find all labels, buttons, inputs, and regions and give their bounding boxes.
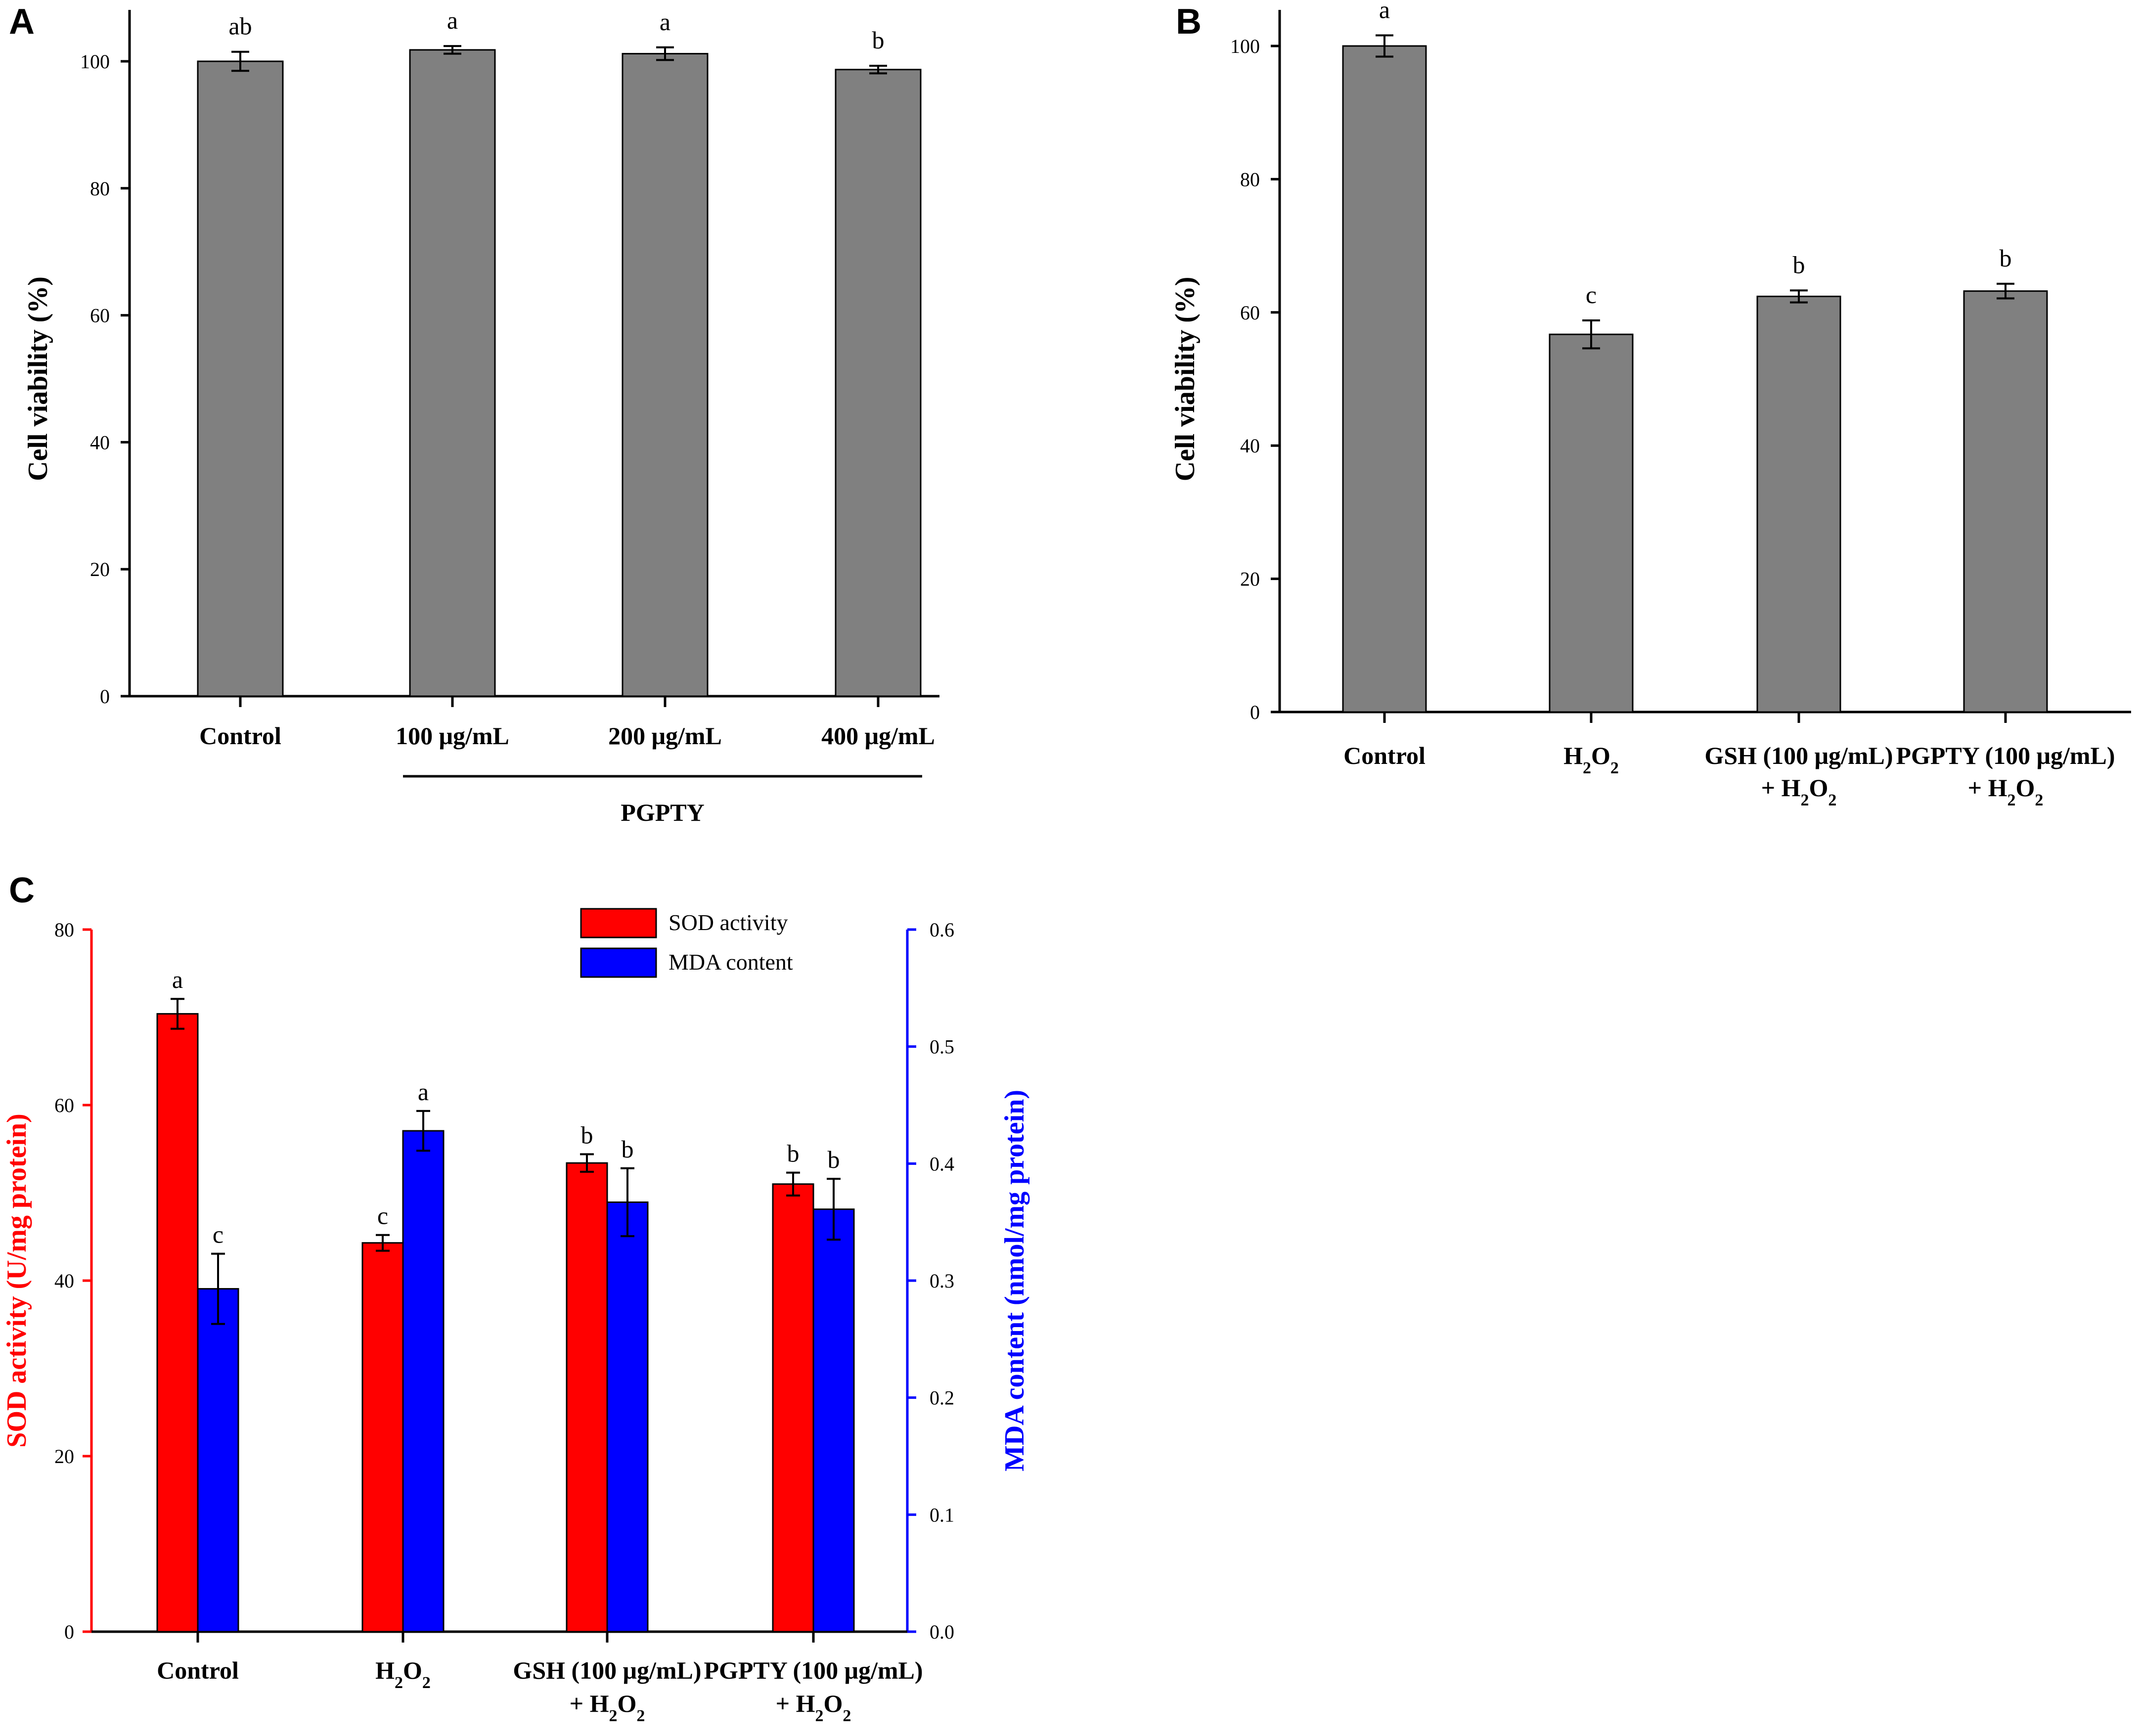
panel-label-B: B <box>1176 2 1202 42</box>
legend-swatch <box>580 947 657 978</box>
bar <box>622 53 709 697</box>
significance-letter: b <box>622 1135 634 1163</box>
significance-letter: a <box>660 8 670 36</box>
y-axis-title: Cell viability (%) <box>23 276 53 481</box>
significance-letter: c <box>1586 281 1597 309</box>
category-label: Control <box>157 1656 239 1684</box>
left-y-tick-label: 60 <box>54 1094 74 1116</box>
significance-letter: ab <box>228 12 252 40</box>
mda-bar <box>402 1130 445 1633</box>
y-tick-label: 100 <box>1230 35 1260 57</box>
category-label-line2: + H2O2 <box>776 1690 851 1725</box>
right-y-axis-title: MDA content (nmol/mg protein) <box>999 1090 1030 1471</box>
y-tick-label: 60 <box>90 305 110 327</box>
significance-letter: a <box>418 1078 429 1106</box>
significance-letter: a <box>447 6 458 34</box>
right-y-tick-label: 0.3 <box>930 1270 954 1292</box>
y-axis-title: Cell viability (%) <box>1170 277 1201 482</box>
category-label: GSH (100 μg/mL) <box>513 1656 701 1684</box>
y-tick-label: 80 <box>90 178 110 200</box>
category-label: H2O2 <box>375 1656 431 1692</box>
left-y-tick-label: 80 <box>54 919 74 941</box>
y-tick-label: 60 <box>1240 302 1260 324</box>
category-label: 400 μg/mL <box>821 722 935 750</box>
legend-label: MDA content <box>669 949 793 975</box>
legend-swatch <box>580 908 657 938</box>
sod-bar <box>156 1013 199 1633</box>
y-tick-label: 0 <box>100 685 110 708</box>
significance-letter: a <box>172 966 183 993</box>
y-tick-label: 40 <box>90 431 110 453</box>
category-label: PGPTY (100 μg/mL) <box>1896 742 2115 769</box>
significance-letter: c <box>213 1221 223 1248</box>
left-y-axis-title: SOD activity (U/mg protein) <box>1 1113 32 1448</box>
y-tick-label: 40 <box>1240 435 1260 457</box>
panel-label-A: A <box>9 2 35 42</box>
category-label: Control <box>1343 742 1426 769</box>
panel-label-C: C <box>9 871 35 910</box>
significance-letter: a <box>1379 0 1390 23</box>
bar <box>1963 290 2048 713</box>
right-y-tick-label: 0.1 <box>930 1504 954 1526</box>
right-y-tick-label: 0.4 <box>930 1153 954 1175</box>
right-y-tick-label: 0.6 <box>930 919 954 941</box>
mda-bar <box>197 1288 239 1633</box>
sod-bar <box>772 1183 814 1633</box>
category-label: Control <box>199 722 281 750</box>
mda-bar <box>812 1208 855 1633</box>
right-y-tick-label: 0.2 <box>930 1387 954 1409</box>
significance-letter: b <box>787 1140 800 1167</box>
left-y-tick-label: 0 <box>64 1621 74 1643</box>
legend-label: SOD activity <box>669 910 788 935</box>
y-tick-label: 20 <box>90 558 110 580</box>
y-tick-label: 80 <box>1240 168 1260 190</box>
right-y-tick-label: 0.5 <box>930 1036 954 1058</box>
bar <box>1756 295 1841 713</box>
category-label: 100 μg/mL <box>396 722 509 750</box>
bar <box>1342 45 1427 713</box>
category-label: H2O2 <box>1563 742 1619 777</box>
category-label: GSH (100 μg/mL) <box>1704 742 1893 769</box>
category-label: PGPTY (100 μg/mL) <box>704 1656 923 1684</box>
sod-bar <box>361 1242 404 1633</box>
significance-letter: c <box>377 1202 388 1230</box>
significance-letter: b <box>581 1121 593 1149</box>
y-tick-label: 0 <box>1250 701 1260 723</box>
left-y-tick-label: 40 <box>54 1270 74 1292</box>
bar <box>197 60 284 697</box>
significance-letter: b <box>872 26 885 54</box>
category-label-line2: + H2O2 <box>1761 774 1837 809</box>
left-y-tick-label: 20 <box>54 1445 74 1468</box>
bar <box>1549 333 1634 713</box>
y-tick-label: 100 <box>80 50 110 73</box>
sod-bar <box>566 1162 608 1633</box>
group-label: PGPTY <box>621 799 704 826</box>
right-y-tick-label: 0.0 <box>930 1621 954 1643</box>
category-label-line2: + H2O2 <box>570 1690 645 1725</box>
significance-letter: b <box>828 1146 840 1173</box>
y-tick-label: 20 <box>1240 568 1260 590</box>
bar <box>835 69 922 697</box>
category-label: 200 μg/mL <box>608 722 722 750</box>
significance-letter: b <box>1793 251 1805 278</box>
mda-bar <box>606 1201 649 1633</box>
bar <box>409 49 496 697</box>
category-label-line2: + H2O2 <box>1968 774 2044 809</box>
significance-letter: b <box>2000 244 2012 272</box>
